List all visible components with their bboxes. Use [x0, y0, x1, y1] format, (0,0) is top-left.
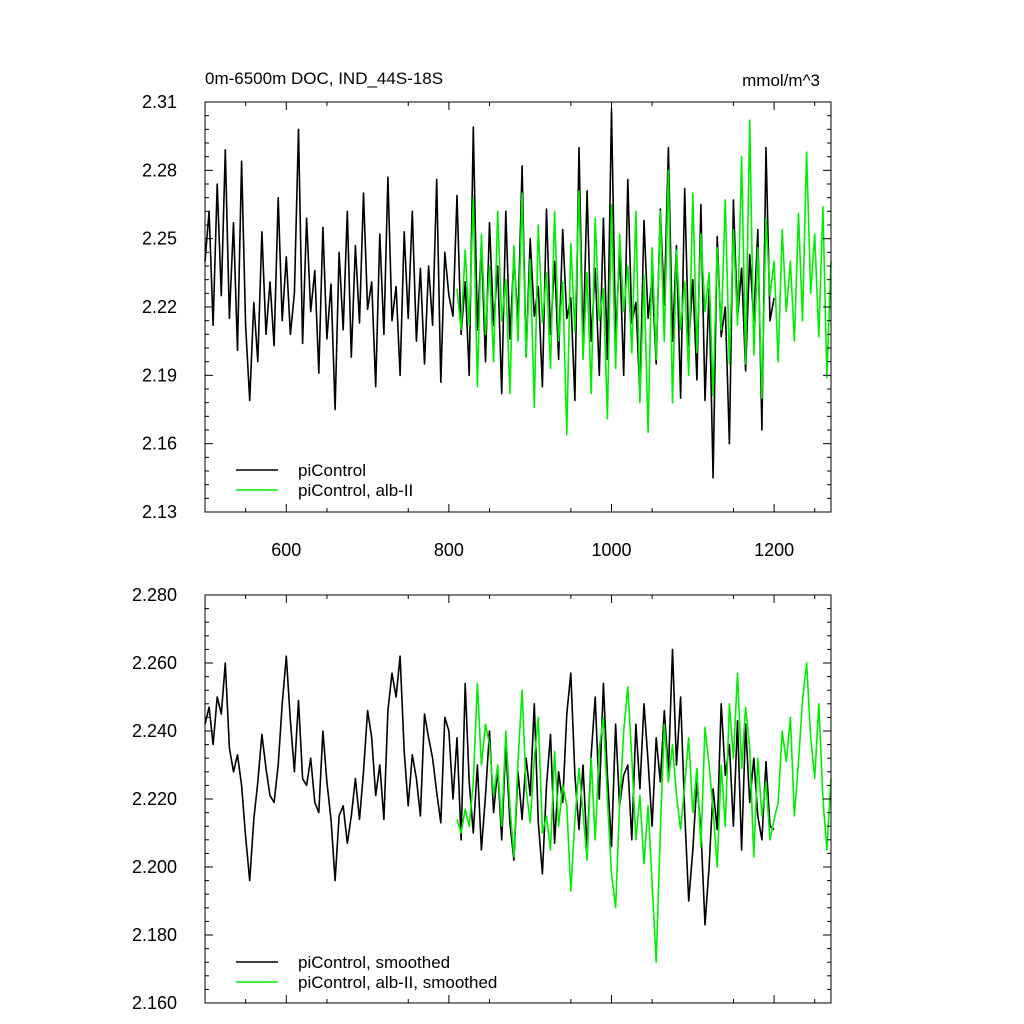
y-tick-label: 2.280	[132, 585, 177, 605]
y-tick-label: 2.260	[132, 653, 177, 673]
y-tick-label: 2.25	[142, 229, 177, 249]
top-axes: 2.13 2.16 2.19 2.22 2.25 2.28 2.31 600 800 1000 12…	[142, 92, 831, 560]
x-tick-label: 1200	[754, 540, 794, 560]
chart-title: 0m-6500m DOC, IND_44S-18S	[205, 69, 443, 88]
bottom-panel: 2.160 2.180 2.200 2.220 2.240 2.260 2.280 piCo…	[132, 585, 832, 1013]
top-series-group	[204, 108, 832, 479]
top-legend: piControl piControl, alb-II	[236, 461, 413, 500]
top-plot-frame	[204, 101, 832, 513]
legend-label-picontrol: piControl	[298, 461, 366, 480]
y-tick-label: 2.220	[132, 789, 177, 809]
top-series-line-alb-ii	[456, 119, 832, 436]
y-tick-label: 2.160	[132, 993, 177, 1013]
legend-label-alb-ii-smoothed: piControl, alb-II, smoothed	[298, 973, 497, 992]
y-tick-label: 2.16	[142, 434, 177, 454]
y-tick-label: 2.28	[142, 160, 177, 180]
bottom-plot-frame	[204, 594, 832, 1004]
x-tick-label: 800	[434, 540, 464, 560]
y-tick-label: 2.22	[142, 297, 177, 317]
y-tick-label: 2.13	[142, 502, 177, 522]
bottom-axes: 2.160 2.180 2.200 2.220 2.240 2.260 2.280	[132, 585, 831, 1013]
x-tick-label: 1000	[591, 540, 631, 560]
bottom-series-line-alb-ii	[456, 662, 832, 963]
legend-label-alb-ii: piControl, alb-II	[298, 481, 413, 500]
bottom-series-group	[204, 648, 832, 963]
y-tick-label: 2.200	[132, 857, 177, 877]
top-panel: 0m-6500m DOC, IND_44S-18S mmol/m^3 2.132…	[142, 69, 832, 560]
units-label: mmol/m^3	[742, 71, 820, 90]
y-tick-label: 2.31	[142, 92, 177, 112]
y-tick-label: 2.180	[132, 925, 177, 945]
y-tick-label: 2.240	[132, 721, 177, 741]
bottom-legend: piControl, smoothed piControl, alb-II, s…	[236, 953, 497, 992]
x-tick-label: 600	[271, 540, 301, 560]
bottom-series-line-picontrol	[204, 648, 775, 926]
legend-label-picontrol-smoothed: piControl, smoothed	[298, 953, 450, 972]
top-series-line-picontrol	[204, 108, 775, 479]
y-tick-label: 2.19	[142, 365, 177, 385]
